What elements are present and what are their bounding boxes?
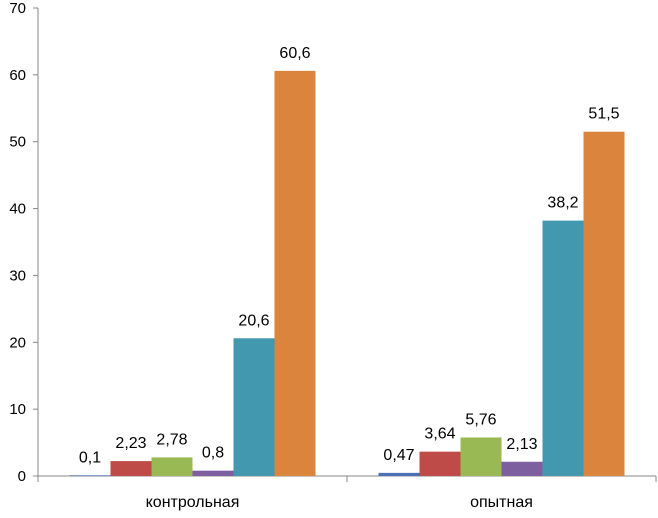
bar (419, 451, 461, 476)
bar (583, 131, 625, 476)
data-label: 3,64 (424, 426, 455, 443)
x-category-label: контрольная (146, 494, 240, 511)
x-axis: контрольная опытная (37, 475, 657, 511)
x-category-label: опытная (470, 494, 533, 511)
bar (151, 457, 193, 476)
data-label: 0,8 (202, 445, 224, 462)
y-axis: 0 10 20 30 40 50 60 70 (9, 0, 39, 485)
bar (542, 220, 584, 476)
data-label: 0,1 (79, 449, 101, 466)
data-label: 2,78 (156, 431, 187, 448)
bar (460, 437, 502, 476)
bar (192, 470, 234, 476)
y-tick-label: 10 (9, 401, 26, 418)
data-label: 0,47 (383, 447, 414, 464)
bar (501, 461, 543, 476)
bars (69, 70, 625, 477)
y-tick-label: 50 (9, 134, 26, 151)
bar (110, 461, 152, 476)
y-tick-label: 60 (9, 67, 26, 84)
data-label: 60,6 (279, 45, 310, 62)
bar (274, 70, 316, 477)
data-label: 51,5 (588, 106, 619, 123)
data-label: 2,13 (506, 436, 537, 453)
data-label: 5,76 (465, 411, 496, 428)
y-tick-label: 70 (9, 0, 26, 17)
y-tick-label: 40 (9, 201, 26, 218)
bar (233, 338, 275, 476)
bar (69, 475, 111, 476)
y-tick-label: 30 (9, 267, 26, 284)
data-label: 2,23 (115, 435, 146, 452)
y-tick-label: 20 (9, 334, 26, 351)
data-label: 38,2 (547, 195, 578, 212)
y-tick-label: 0 (18, 468, 26, 485)
bar (378, 472, 420, 476)
data-labels: 0,1 0,47 2,23 3,64 2,78 5,76 0,8 2,13 20,6 38,2 60… (79, 45, 620, 466)
data-label: 20,6 (238, 312, 269, 329)
